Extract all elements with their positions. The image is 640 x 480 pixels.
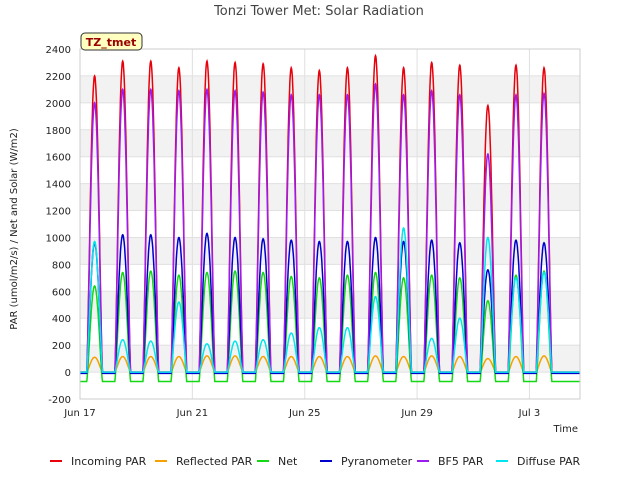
plot-band xyxy=(80,291,580,319)
plot-band xyxy=(80,183,580,211)
legend-label-diffuse-par: Diffuse PAR xyxy=(517,455,581,468)
series-line-net xyxy=(80,270,580,383)
y-tick-label: 200 xyxy=(52,341,71,352)
plot-band xyxy=(80,129,580,157)
plot-band xyxy=(80,75,580,103)
y-tick-label: 2200 xyxy=(46,72,71,83)
plot-band xyxy=(80,156,580,184)
y-tick-label: 2400 xyxy=(46,45,71,56)
y-tick-label: 800 xyxy=(52,260,71,271)
y-tick-label: 1000 xyxy=(46,233,71,244)
y-axis-label: PAR (umol/m2/s) / Net and Solar (W/m2) xyxy=(9,128,20,330)
chart-title: Tonzi Tower Met: Solar Radiation xyxy=(213,4,424,19)
x-tick-label: Jun 25 xyxy=(288,408,321,419)
y-tick-label: 1800 xyxy=(46,126,71,137)
y-tick-label: 0 xyxy=(65,368,71,379)
y-tick-label: 1600 xyxy=(46,153,71,164)
series-line-diffuse-par xyxy=(80,226,580,373)
y-tick-label: 2000 xyxy=(46,99,71,110)
plot-frame xyxy=(79,48,581,400)
plot-band xyxy=(80,49,580,76)
series-layer xyxy=(80,53,580,383)
plot-band xyxy=(80,318,580,346)
site-badge-label: TZ_tmet xyxy=(86,36,136,49)
plot-band xyxy=(80,372,580,399)
x-tick-label: Jun 21 xyxy=(176,408,209,419)
plot-background xyxy=(80,49,580,399)
series-line-pyranometer xyxy=(80,232,580,375)
legend-label-net: Net xyxy=(278,455,298,468)
x-axis-ticks: Jun 17 Jun 21 Jun 25 Jun 29 Jul 3 xyxy=(63,408,540,419)
legend-label-reflected-par: Reflected PAR xyxy=(176,455,253,468)
plot-band xyxy=(80,102,580,130)
plot-band xyxy=(80,210,580,238)
legend-label-bf5-par: BF5 PAR xyxy=(438,455,484,468)
x-tick-label: Jul 3 xyxy=(518,408,541,419)
site-badge-box xyxy=(80,32,143,51)
y-axis-ticks: -200 0 200 400 600 800 1000 1200 1400 1600 1800 200… xyxy=(46,45,71,406)
legend-label-pyranometer: Pyranometer xyxy=(341,455,413,468)
x-tick-label: Jun 29 xyxy=(400,408,433,419)
legend-label-incoming-par: Incoming PAR xyxy=(71,455,147,468)
legend: Incoming PAR Reflected PAR Net Pyranometer B… xyxy=(50,455,581,468)
y-tick-label: 1400 xyxy=(46,180,71,191)
plot-band xyxy=(80,264,580,292)
x-axis-label: Time xyxy=(553,424,578,435)
x-tick-label: Jun 17 xyxy=(63,408,96,419)
y-tick-label: -200 xyxy=(48,395,71,406)
plot-band xyxy=(80,345,580,373)
y-tick-label: 400 xyxy=(52,314,71,325)
site-badge: TZ_tmet xyxy=(80,32,143,51)
y-tick-label: 1200 xyxy=(46,207,71,218)
y-tick-label: 600 xyxy=(52,287,71,298)
plot-band xyxy=(80,237,580,265)
